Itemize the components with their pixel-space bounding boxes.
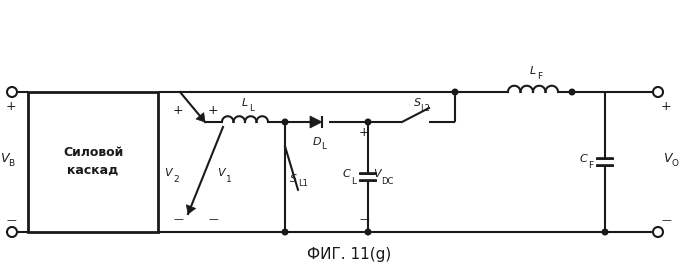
Text: +: + <box>661 100 671 113</box>
Text: +: + <box>359 126 369 139</box>
Polygon shape <box>310 116 322 128</box>
Text: V: V <box>663 151 671 164</box>
Text: +: + <box>6 100 16 113</box>
Circle shape <box>602 229 608 235</box>
Text: L1: L1 <box>298 180 308 188</box>
Text: 2: 2 <box>173 176 179 184</box>
Text: B: B <box>8 160 14 168</box>
Text: DC: DC <box>381 177 394 185</box>
Text: S: S <box>414 98 421 108</box>
Circle shape <box>282 229 288 235</box>
Circle shape <box>653 87 663 97</box>
Text: S: S <box>290 174 297 184</box>
Text: +: + <box>208 103 218 116</box>
Circle shape <box>282 119 288 125</box>
Text: V: V <box>164 168 172 178</box>
Circle shape <box>7 227 17 237</box>
Text: 1: 1 <box>226 176 232 184</box>
Circle shape <box>7 87 17 97</box>
Polygon shape <box>196 113 205 122</box>
Text: L2: L2 <box>421 104 431 113</box>
Text: +: + <box>172 103 184 116</box>
Text: C: C <box>342 169 350 179</box>
Text: V: V <box>0 151 8 164</box>
Circle shape <box>653 227 663 237</box>
Text: V: V <box>217 168 225 178</box>
Text: O: O <box>671 160 678 168</box>
Bar <box>28 92 158 232</box>
Text: Силовой: Силовой <box>63 146 123 158</box>
Text: L: L <box>352 177 357 185</box>
Text: F: F <box>588 161 593 170</box>
Polygon shape <box>186 205 195 214</box>
Text: L: L <box>242 98 248 108</box>
Circle shape <box>365 229 371 235</box>
Text: ФИГ. 11(g): ФИГ. 11(g) <box>307 247 391 262</box>
Circle shape <box>569 89 574 95</box>
Circle shape <box>365 119 371 125</box>
Text: L: L <box>322 142 327 151</box>
Text: каскад: каскад <box>67 164 119 177</box>
Text: —: — <box>661 215 671 225</box>
Text: L: L <box>249 104 255 113</box>
Text: L: L <box>530 66 536 76</box>
Text: D: D <box>313 137 321 147</box>
Text: V: V <box>373 169 380 179</box>
Text: —: — <box>208 214 218 224</box>
Text: —: — <box>6 215 16 225</box>
Text: —: — <box>173 214 183 224</box>
Text: —: — <box>359 214 369 224</box>
Text: F: F <box>537 72 542 81</box>
Text: C: C <box>579 154 587 164</box>
Circle shape <box>452 89 458 95</box>
